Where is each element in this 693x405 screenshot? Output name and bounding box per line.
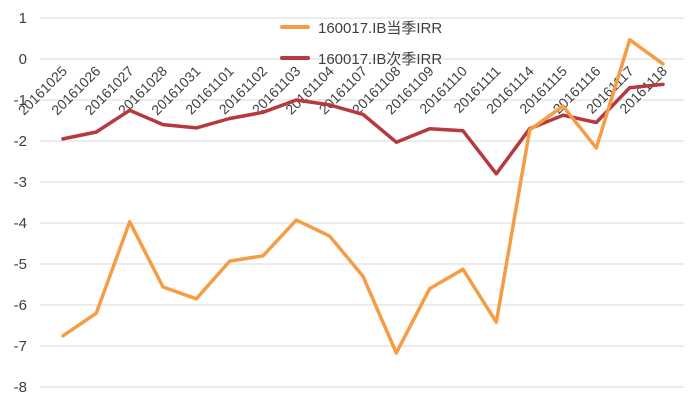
legend-swatch-series-1 xyxy=(280,25,310,29)
y-tick-label: -5 xyxy=(14,256,27,273)
legend-swatch-series-2 xyxy=(280,56,310,60)
y-tick-label: -7 xyxy=(14,338,27,355)
legend-label-series-2: 160017.IB次季IRR xyxy=(318,50,443,68)
series-lines xyxy=(61,37,665,355)
legend-label-series-1: 160017.IB当季IRR xyxy=(318,19,443,37)
legend-item-series-2: 160017.IB次季IRR xyxy=(280,45,540,71)
y-tick-label: -8 xyxy=(14,379,27,396)
series-line-2 xyxy=(61,82,665,176)
y-tick-label: -3 xyxy=(14,174,27,191)
y-axis-ticks: 1 0 -1 -2 -3 -4 -5 -6 -7 -8 xyxy=(14,10,27,396)
series-line-1 xyxy=(61,37,665,355)
y-tick-label: -1 xyxy=(14,92,27,109)
y-tick-label: 1 xyxy=(19,10,27,27)
y-tick-label: -2 xyxy=(14,133,27,150)
y-tick-label: -6 xyxy=(14,297,27,314)
legend: 160017.IB当季IRR 160017.IB次季IRR xyxy=(280,14,540,76)
y-tick-label: -4 xyxy=(14,215,27,232)
gridlines xyxy=(40,17,684,388)
legend-item-series-1: 160017.IB当季IRR xyxy=(280,14,540,40)
y-tick-label: 0 xyxy=(19,51,27,68)
